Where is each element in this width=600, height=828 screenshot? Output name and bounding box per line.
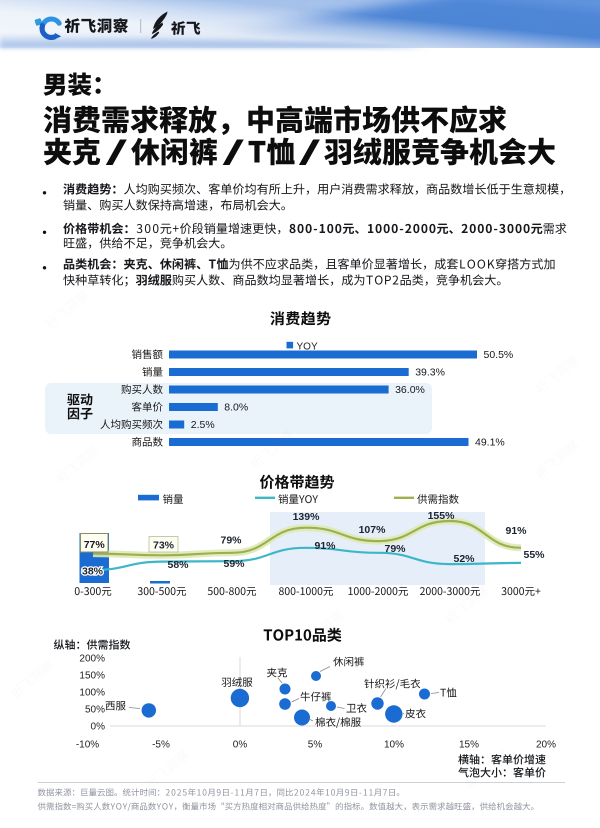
svg-text:107%: 107%: [359, 524, 387, 536]
svg-text:91%: 91%: [505, 525, 527, 537]
svg-text:52%: 52%: [453, 553, 475, 565]
svg-text:2.5%: 2.5%: [191, 419, 215, 431]
svg-text:79%: 79%: [384, 543, 406, 555]
svg-text:39.3%: 39.3%: [415, 367, 445, 379]
svg-text:0%: 0%: [233, 740, 248, 751]
svg-text:139%: 139%: [293, 511, 321, 523]
svg-text:49.1%: 49.1%: [475, 437, 505, 449]
svg-text:YOY: YOY: [297, 341, 318, 352]
svg-text:38%: 38%: [82, 566, 104, 578]
svg-text:155%: 155%: [428, 510, 456, 522]
svg-text:8.0%: 8.0%: [224, 402, 248, 414]
svg-text:50.5%: 50.5%: [484, 349, 514, 361]
svg-text:58%: 58%: [167, 559, 189, 571]
svg-text:91%: 91%: [314, 540, 336, 552]
svg-text:0%: 0%: [91, 722, 106, 733]
svg-text:79%: 79%: [220, 535, 242, 547]
svg-text:10%: 10%: [384, 740, 404, 751]
svg-text:-5%: -5%: [152, 740, 170, 751]
svg-text:200%: 200%: [79, 654, 105, 665]
svg-text:100%: 100%: [79, 688, 105, 699]
svg-text:36.0%: 36.0%: [395, 384, 425, 396]
svg-text:15%: 15%: [459, 740, 479, 751]
svg-text:50%: 50%: [85, 705, 105, 716]
svg-text:20%: 20%: [536, 740, 556, 751]
svg-text:150%: 150%: [79, 671, 105, 682]
svg-text:59%: 59%: [223, 558, 245, 570]
svg-text:77%: 77%: [84, 539, 106, 551]
svg-text:55%: 55%: [523, 549, 545, 561]
svg-text:73%: 73%: [153, 540, 175, 552]
svg-text:-10%: -10%: [76, 740, 99, 751]
svg-text:5%: 5%: [308, 740, 323, 751]
